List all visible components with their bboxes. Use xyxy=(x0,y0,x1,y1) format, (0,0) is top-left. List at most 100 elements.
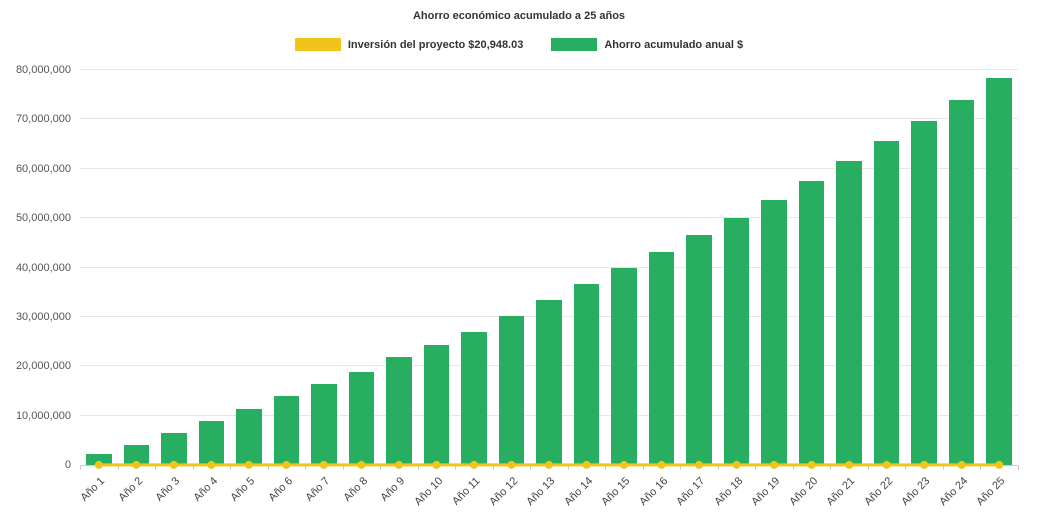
legend-swatch-investment xyxy=(294,38,341,51)
x-axis-tick xyxy=(455,465,457,470)
x-axis-label: Año 14 xyxy=(561,475,596,509)
x-axis-label: Año 20 xyxy=(786,475,821,509)
x-axis-label: Año 22 xyxy=(862,475,896,509)
y-axis-label: 60,000,000 xyxy=(15,162,71,175)
bar-año-15[interactable] xyxy=(611,267,637,465)
bar-año-25[interactable] xyxy=(986,78,1012,465)
bar-año-24[interactable] xyxy=(948,100,975,465)
y-axis-label: 20,000,000 xyxy=(15,360,71,373)
bar-año-11[interactable] xyxy=(461,331,487,465)
bar-año-12[interactable] xyxy=(498,316,525,465)
x-axis-tick xyxy=(230,465,232,470)
bar-año-14[interactable] xyxy=(573,284,600,465)
x-axis-tick xyxy=(605,465,607,470)
y-axis-label: 40,000,000 xyxy=(15,261,71,274)
x-axis-tick xyxy=(305,465,307,470)
gridline xyxy=(80,266,1018,268)
y-axis-label: 10,000,000 xyxy=(15,409,71,422)
x-axis-label: Año 24 xyxy=(937,475,971,509)
x-axis-tick xyxy=(417,465,419,470)
bar-año-13[interactable] xyxy=(536,300,562,465)
bar-año-3[interactable] xyxy=(161,432,187,465)
x-axis-label: Año 8 xyxy=(341,475,370,504)
bar-año-8[interactable] xyxy=(348,371,375,465)
bar-año-6[interactable] xyxy=(273,396,300,465)
x-axis-tick xyxy=(155,465,157,470)
bar-año-16[interactable] xyxy=(648,251,675,465)
x-axis-label: Año 17 xyxy=(674,475,708,509)
x-axis-label: Año 10 xyxy=(411,475,445,509)
y-axis-label: 0 xyxy=(64,459,71,471)
legend-item-savings[interactable]: Ahorro acumulado anual $ xyxy=(551,38,743,51)
x-axis-tick xyxy=(792,465,794,470)
gridline xyxy=(80,118,1018,120)
y-axis-label: 70,000,000 xyxy=(15,113,71,126)
x-axis-tick xyxy=(80,465,81,470)
x-axis-label: Año 21 xyxy=(824,475,858,509)
x-axis-tick xyxy=(1018,465,1019,470)
bar-año-22[interactable] xyxy=(873,141,900,465)
x-axis-label: Año 23 xyxy=(899,475,933,509)
bar-año-23[interactable] xyxy=(911,120,937,465)
bar-año-18[interactable] xyxy=(723,218,750,465)
x-axis-label: Año 3 xyxy=(153,475,183,504)
gridline xyxy=(80,69,1018,70)
y-axis-label: 80,000,000 xyxy=(15,64,71,76)
x-axis-label: Año 2 xyxy=(115,475,145,504)
x-axis-tick xyxy=(980,465,982,470)
bar-año-2[interactable] xyxy=(123,444,150,465)
legend-swatch-savings xyxy=(551,38,598,51)
x-axis-label: Año 11 xyxy=(449,475,483,508)
legend-label-savings: Ahorro acumulado anual $ xyxy=(604,38,744,51)
x-axis-label: Año 12 xyxy=(486,475,520,509)
bar-año-4[interactable] xyxy=(198,421,225,465)
legend-label-investment: Inversión del proyecto $20,948.03 xyxy=(347,38,524,51)
y-axis-label: 50,000,000 xyxy=(15,212,71,225)
bar-año-10[interactable] xyxy=(423,344,450,465)
x-axis-tick xyxy=(755,465,757,470)
x-axis-tick xyxy=(905,465,907,470)
x-axis-label: Año 1 xyxy=(78,475,108,504)
legend-item-investment[interactable]: Inversión del proyecto $20,948.03 xyxy=(294,38,524,51)
x-axis-tick xyxy=(830,465,832,470)
x-axis-tick xyxy=(492,465,494,470)
x-axis-tick xyxy=(717,465,719,470)
gridline xyxy=(80,167,1018,169)
x-axis-tick xyxy=(530,465,532,470)
x-axis-label: Año 4 xyxy=(190,475,220,504)
x-axis-tick xyxy=(942,465,944,470)
bar-año-20[interactable] xyxy=(798,181,825,465)
x-axis-label: Año 6 xyxy=(266,475,295,504)
x-axis-label: Año 25 xyxy=(974,475,1008,509)
x-axis-label: Año 7 xyxy=(303,475,333,504)
x-axis-tick xyxy=(380,465,382,470)
x-axis-label: Año 9 xyxy=(378,475,408,504)
chart-title: Ahorro económico acumulado a 25 años xyxy=(412,10,626,22)
x-axis-tick xyxy=(567,465,569,470)
x-axis-label: Año 15 xyxy=(599,475,633,509)
bar-año-9[interactable] xyxy=(386,357,412,465)
x-axis-label: Año 16 xyxy=(636,475,671,509)
x-axis-label: Año 13 xyxy=(524,475,558,509)
x-axis-tick xyxy=(267,465,269,470)
y-axis-label: 30,000,000 xyxy=(15,310,71,323)
x-axis-tick xyxy=(342,465,344,470)
x-axis-tick xyxy=(192,465,194,470)
x-axis-tick xyxy=(642,465,644,470)
x-axis-tick xyxy=(117,465,119,470)
plot-area: 0 10,000,000 20,000,000 30,000,000 40,000,00… xyxy=(16,64,1019,508)
x-axis-tick xyxy=(680,465,682,470)
bar-año-21[interactable] xyxy=(836,160,862,465)
x-axis-label: Año 19 xyxy=(749,475,783,509)
legend: Inversión del proyecto $20,948.03 Ahorro… xyxy=(0,38,1038,51)
x-axis-label: Año 18 xyxy=(711,475,746,509)
x-axis-tick xyxy=(867,465,869,470)
bar-año-1[interactable] xyxy=(86,454,112,465)
bar-año-17[interactable] xyxy=(686,235,712,465)
gridline xyxy=(80,217,1018,219)
bar-año-19[interactable] xyxy=(761,199,787,465)
bar-año-5[interactable] xyxy=(236,408,262,465)
bar-año-7[interactable] xyxy=(311,383,337,465)
x-axis-label: Año 5 xyxy=(228,475,258,504)
